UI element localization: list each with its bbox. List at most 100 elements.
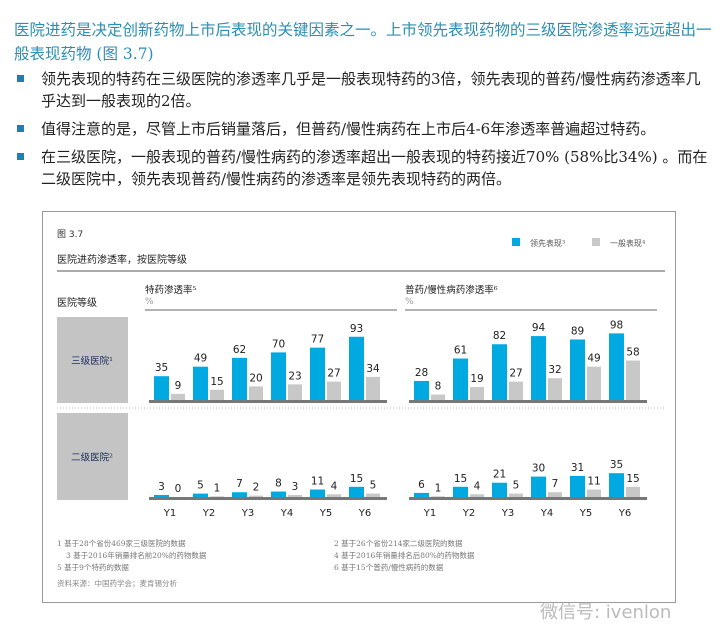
data-label: 20 [249,372,262,384]
x-tick-label: Y1 [423,508,436,519]
x-tick-label: Y4 [280,508,293,519]
data-label: 21 [493,469,506,481]
data-label: 4 [474,480,481,492]
bar-general [431,496,445,497]
panel-title-0: 特药渗透率⁵ [145,284,197,296]
bullet-text: 领先表现的特药在三级医院的渗透率几乎是一般表现特药的3倍，领先表现的普药/慢性病… [41,70,701,110]
bar-general [210,496,224,497]
data-label: 35 [155,362,168,374]
data-label: 5 [513,480,520,492]
bar-general [171,393,185,400]
data-label: 28 [415,367,428,379]
data-label: 9 [175,380,182,392]
bar-leading [531,336,546,400]
footnote: 1 基于28个省份469家三级医院的数据 [57,538,186,548]
figure-label: 图 3.7 [57,229,83,240]
bar-general [431,394,445,400]
headline: 医院进药是决定创新药物上市后表现的关键因素之一。上市领先表现药物的三级医院渗透率… [14,21,712,63]
data-label: 3 [158,481,165,493]
bar-general [509,381,523,400]
data-label: 8 [275,478,282,490]
bar-general [366,493,380,497]
row-header: 医院等级 [57,296,97,309]
bar-general [327,494,341,497]
bar-leading [271,352,286,400]
data-label: 32 [548,364,561,376]
data-label: 11 [587,476,600,488]
x-tick-label: Y3 [241,508,254,519]
watermark: 微信号: ivenlon [540,602,672,623]
bullet-item: 值得注意的是，尽管上市后销量落后，但普药/慢性病药在上市后4-6年渗透率普遍超过… [14,118,714,140]
bar-general [626,486,640,497]
bar-leading [414,380,429,400]
bullet-square-icon [17,125,24,132]
bar-general [509,493,523,497]
bar-leading [310,347,325,400]
data-label: 62 [233,344,246,356]
bar-leading [349,336,364,400]
bar-general [626,360,640,400]
bar-general [548,492,562,497]
bar-leading [414,492,429,497]
bar-general [548,378,562,400]
data-label: 8 [435,381,442,393]
data-label: 34 [366,363,380,375]
bar-leading [193,493,208,497]
panel-title-1: 普药/慢性病药渗透率⁶ [405,284,498,296]
data-label: 89 [571,325,584,337]
x-tick-label: Y6 [358,508,371,519]
bar-leading [453,358,468,400]
legend-label-1: 一般表现⁴ [610,238,645,248]
legend-swatch [512,238,520,246]
row-label-0: 三级医院¹ [71,355,113,367]
data-label: 49 [194,353,207,365]
bar-leading [232,357,247,400]
x-tick-label: Y5 [579,508,592,519]
data-label: 98 [610,319,623,331]
bullet-item: 领先表现的特药在三级医院的渗透率几乎是一般表现特药的3倍，领先表现的普药/慢性病… [14,68,714,112]
legend-swatch [592,238,600,246]
data-label: 1 [435,482,442,494]
x-tick-label: Y5 [319,508,332,519]
data-label: 49 [587,353,600,365]
data-label: 15 [454,473,467,485]
bullet-item: 在三级医院，一般表现的普药/慢性病药的渗透率超出一般表现的特药接近70% (58… [14,146,714,190]
bar-leading [531,476,546,497]
bar-general [470,387,484,400]
x-tick-label: Y6 [618,508,631,519]
bar-general [288,494,302,497]
data-label: 15 [626,473,639,485]
row-label-box [57,413,128,500]
bullet-square-icon [17,75,24,82]
data-label: 27 [327,368,340,380]
footnote: 2 基于26个省份214家二级医院的数据 [334,538,463,548]
data-label: 1 [214,482,221,494]
bar-leading [271,491,286,497]
bar-leading [310,489,325,497]
footnote: 3 基于2016年销量排名前20%的药物数据 [66,550,207,560]
data-label: 5 [370,480,377,492]
footnote: 4 基于2016年销量排名后80%的药物数据 [334,550,475,560]
bar-leading [609,473,624,497]
data-label: 58 [626,347,639,359]
data-label: 77 [311,334,324,346]
panel-unit-1: % [405,297,414,307]
figure-frame [42,211,676,603]
data-label: 5 [197,480,204,492]
data-label: 19 [470,373,483,385]
bar-general [249,495,263,497]
data-label: 61 [454,345,467,357]
bar-general [249,386,263,400]
bar-general [587,489,601,497]
data-label: 82 [493,330,506,342]
bar-general [470,494,484,497]
data-label: 93 [350,323,363,335]
data-label: 0 [175,483,182,495]
bar-general [210,389,224,400]
x-tick-label: Y4 [540,508,553,519]
bar-general [587,366,601,400]
data-label: 6 [418,479,425,491]
bar-leading [453,486,468,497]
data-label: 3 [292,481,299,493]
